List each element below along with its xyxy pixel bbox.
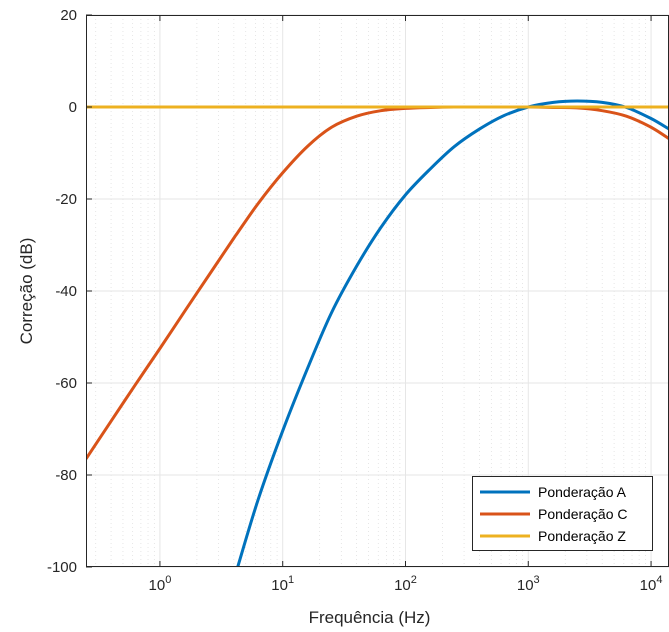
legend-label: Ponderação A (538, 484, 627, 500)
y-tick-label: -80 (55, 467, 77, 484)
x-tick-label: 102 (394, 574, 417, 594)
y-tick-label: -100 (47, 559, 77, 576)
y-tick-labels: 20 0 -20 -40 -60 -80 -100 (47, 7, 77, 576)
series-layer (86, 99, 669, 567)
x-tick-label: 103 (517, 574, 540, 594)
x-tick-label: 104 (640, 574, 663, 594)
y-tick-label: -60 (55, 375, 77, 392)
series-line-1 (236, 99, 669, 567)
y-tick-label: 20 (60, 7, 77, 24)
legend-label: Ponderação Z (538, 528, 626, 544)
y-tick-label: -40 (55, 283, 77, 300)
x-tick-label: 100 (149, 574, 172, 594)
x-tick-base: 10 (640, 577, 657, 594)
y-axis-label: Correção (dB) (17, 238, 36, 345)
x-tick-base: 10 (517, 577, 534, 594)
x-tick-labels: 100 101 102 103 104 (149, 574, 663, 594)
x-tick-exponent: 2 (411, 574, 417, 586)
y-tick-label: 0 (69, 99, 77, 116)
x-tick-exponent: 1 (288, 574, 294, 586)
x-tick-base: 10 (394, 577, 411, 594)
x-axis-label: Frequência (Hz) (309, 608, 431, 627)
x-tick-label: 101 (271, 574, 294, 594)
x-tick-base: 10 (271, 577, 288, 594)
x-tick-exponent: 4 (656, 574, 662, 586)
x-tick-exponent: 0 (165, 574, 171, 586)
legend-label: Ponderação C (538, 506, 628, 522)
y-tick-label: -20 (55, 191, 77, 208)
x-tick-exponent: 3 (534, 574, 540, 586)
legend: Ponderação A Ponderação C Ponderação Z (472, 476, 653, 551)
tick-marks (86, 14, 652, 568)
x-tick-base: 10 (149, 577, 166, 594)
